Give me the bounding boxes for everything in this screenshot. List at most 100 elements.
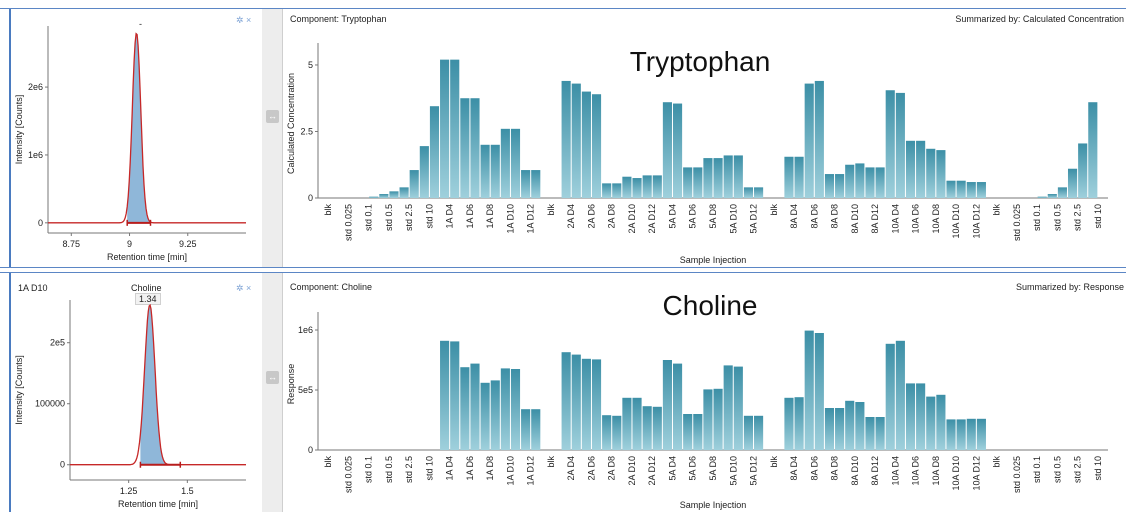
bar (622, 397, 632, 450)
bar (571, 354, 581, 450)
x-tick-label: 2A D12 (647, 204, 657, 234)
pin-close-icon[interactable]: ✲ × (236, 15, 252, 25)
bar (510, 369, 521, 450)
bar (946, 419, 956, 450)
bar (672, 103, 683, 198)
summarized-by-label[interactable]: Summarized by: Calculated Concentration (955, 14, 1124, 24)
bar (571, 83, 581, 198)
bar (510, 128, 521, 198)
expand-collapse-icon[interactable]: ↔ (266, 110, 279, 123)
x-tick-label: 1A D8 (485, 456, 495, 481)
y-axis-title: Response (286, 364, 296, 405)
y-tick-label: 5e5 (298, 385, 313, 395)
x-tick-label: std 0.5 (384, 204, 394, 231)
y-axis-title: Calculated Concentration (286, 73, 296, 174)
bar (895, 92, 905, 198)
tryptophan-panel: - ✲ × ↔ Component: Tryptophan Summarized… (0, 8, 1126, 268)
bar (450, 341, 460, 450)
y-tick-label: 1e6 (28, 150, 43, 160)
bar (713, 158, 723, 198)
x-tick-label: 1A D10 (505, 204, 515, 234)
y-tick-label: 0 (60, 460, 65, 470)
x-axis-title: Sample Injection (680, 500, 747, 510)
peak-name-label: Choline (131, 283, 162, 293)
bar (754, 415, 764, 450)
x-tick-label: 10A D8 (931, 204, 941, 234)
expand-collapse-icon[interactable]: ↔ (266, 371, 279, 384)
bar (723, 365, 733, 450)
bar (794, 156, 804, 198)
bar (895, 340, 905, 450)
bar (835, 408, 845, 450)
bar (490, 380, 500, 450)
bar (835, 174, 845, 198)
x-tick-label: 8A D4 (789, 204, 799, 229)
chromatogram-trace (48, 32, 246, 224)
x-tick-label: 1.5 (181, 486, 194, 496)
bar (936, 394, 946, 450)
x-axis-title: Retention time [min] (107, 252, 187, 262)
x-tick-label: 1A D10 (505, 456, 515, 486)
bar (490, 144, 500, 198)
x-tick-label: 8.75 (63, 239, 81, 249)
peak-value-label: 1.34 (135, 293, 161, 305)
bar (1037, 196, 1047, 198)
bar (966, 182, 976, 198)
bar (622, 176, 632, 198)
x-tick-label: blk (769, 204, 779, 216)
component-label: Component: Choline (290, 282, 373, 292)
y-tick-label: 100000 (35, 399, 65, 409)
peak-tag: - (139, 19, 142, 29)
bar (642, 406, 652, 450)
bar (450, 59, 460, 199)
x-tick-label: 8A D10 (850, 456, 860, 486)
x-tick-label: 10A D4 (890, 456, 900, 486)
x-tick-label: 9.25 (179, 239, 197, 249)
bar (672, 363, 683, 450)
bar (936, 150, 946, 198)
bar (470, 363, 480, 450)
x-tick-label: 10A D12 (971, 456, 981, 491)
bar (1088, 102, 1098, 198)
x-tick-label: 8A D8 (830, 456, 840, 481)
bar (885, 90, 895, 198)
overlay-title: Tryptophan (629, 46, 771, 77)
bar (1078, 143, 1088, 198)
x-tick-label: std 2.5 (1073, 204, 1083, 231)
x-tick-label: blk (546, 204, 556, 216)
x-tick-label: blk (769, 456, 779, 468)
panel-splitter[interactable]: ↔ (262, 273, 283, 512)
bar (460, 98, 470, 198)
x-tick-label: 5A D6 (688, 204, 698, 229)
pin-close-icon[interactable]: ✲ × (236, 283, 252, 293)
bar (956, 180, 966, 198)
bar (743, 415, 754, 450)
x-tick-label: 5A D4 (667, 204, 677, 229)
x-tick-label: 1A D6 (465, 456, 475, 481)
summarized-by-label[interactable]: Summarized by: Response (1015, 282, 1124, 292)
x-tick-label: std 0.1 (364, 204, 374, 231)
bar (591, 94, 602, 198)
bar (743, 187, 754, 198)
bar (713, 388, 723, 450)
bar (845, 164, 855, 198)
bar (703, 158, 713, 198)
x-tick-label: 1A D4 (445, 456, 455, 481)
x-tick-label: std 0.025 (1012, 204, 1022, 241)
bar (683, 167, 693, 198)
bar (916, 383, 926, 450)
x-tick-label: blk (546, 456, 556, 468)
bar (966, 418, 976, 450)
panel-splitter[interactable]: ↔ (262, 9, 283, 267)
bar (733, 155, 743, 198)
bar (500, 128, 510, 198)
x-tick-label: std 10 (424, 204, 434, 229)
y-tick-label: 0 (308, 193, 313, 203)
bar (460, 367, 470, 450)
bar (845, 400, 855, 450)
x-tick-label: 10A D6 (911, 204, 921, 234)
bar (865, 417, 875, 450)
bar (926, 148, 936, 198)
bar (754, 187, 764, 198)
bar (794, 397, 804, 450)
